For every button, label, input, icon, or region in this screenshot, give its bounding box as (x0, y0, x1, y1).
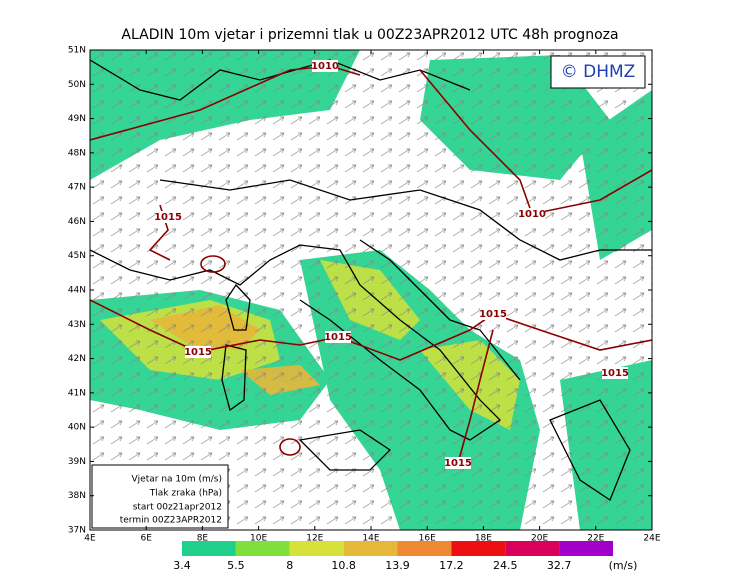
colorbar-swatch (343, 541, 398, 556)
lat-label: 44N (68, 286, 86, 296)
lon-label: 10E (250, 534, 267, 544)
lon-label: 24E (643, 534, 660, 544)
colorbar-label: 8 (286, 559, 293, 572)
colorbar-label: 5.5 (227, 559, 245, 572)
lat-label: 50N (68, 80, 86, 90)
lat-label: 39N (68, 457, 86, 467)
lat-label: 46N (68, 217, 86, 227)
colorbar-label: 13.9 (385, 559, 410, 572)
lon-label: 6E (140, 534, 152, 544)
colorbar-swatch (559, 541, 613, 556)
colorbar-label: 10.8 (331, 559, 356, 572)
lat-label: 43N (68, 320, 86, 330)
lon-label: 14E (362, 534, 379, 544)
info-line: Tlak zraka (hPa) (149, 489, 222, 499)
colorbar-swatch (451, 541, 506, 556)
colorbar-label: 24.5 (493, 559, 518, 572)
lat-label: 42N (68, 354, 86, 364)
coastlines (90, 59, 652, 501)
lat-label: 40N (68, 423, 86, 433)
colorbar-swatch (289, 541, 344, 556)
isobar-label: 1015 (479, 309, 507, 320)
info-line: start 00z21apr2012 (133, 503, 222, 513)
lat-label: 37N (68, 526, 86, 536)
isobar-label: 1015 (154, 212, 182, 223)
isobar-label-bg (155, 211, 181, 223)
isobar-label: 1015 (324, 332, 352, 343)
lat-label: 47N (68, 183, 86, 193)
info-line: termin 00Z23APR2012 (120, 516, 222, 526)
isobar-label: 1010 (311, 61, 339, 72)
title: ALADIN 10m vjetar i prizemni tlak u 00Z2… (121, 27, 618, 43)
colorbar-unit: (m/s) (609, 559, 638, 572)
colorbar-swatch (182, 541, 236, 556)
colorbar-swatch (505, 541, 560, 556)
lat-label: 48N (68, 148, 86, 158)
lat-label: 51N (68, 46, 86, 56)
colorbar-label: 17.2 (439, 559, 464, 572)
isobar-label-bg (312, 60, 338, 72)
lon-label: 4E (84, 534, 96, 544)
lon-label: 20E (531, 534, 548, 544)
isobar-label: 1015 (601, 368, 629, 379)
colorbar-swatch (397, 541, 452, 556)
colorbar-swatch (235, 541, 290, 556)
lat-label: 49N (68, 114, 86, 124)
isobar-label-bg (325, 331, 351, 343)
info-line: Vjetar na 10m (m/s) (132, 475, 222, 485)
info-box (91, 464, 229, 529)
isobar-label-bg (185, 346, 211, 358)
lat-label: 41N (68, 388, 86, 398)
isobar-label-bg (602, 367, 628, 379)
lon-label: 8E (197, 534, 209, 544)
isobar-label: 1010 (518, 209, 546, 220)
colorbar-label: 3.4 (173, 559, 191, 572)
isobar-label-bg (480, 308, 506, 320)
isobar-label-bg (519, 208, 545, 220)
copyright-box (550, 55, 646, 89)
lat-label: 38N (68, 491, 86, 501)
isobar-label: 1015 (444, 458, 472, 469)
isobar-label: 1015 (184, 347, 212, 358)
lon-label: 12E (306, 534, 323, 544)
lon-label: 18E (475, 534, 492, 544)
colorbar-label: 32.7 (547, 559, 572, 572)
lat-label: 45N (68, 251, 86, 261)
lon-label: 16E (419, 534, 436, 544)
map-area (90, 50, 652, 530)
lon-label: 22E (587, 534, 604, 544)
copyright: © DHMZ (561, 62, 636, 82)
isobar-label-bg (445, 457, 471, 469)
